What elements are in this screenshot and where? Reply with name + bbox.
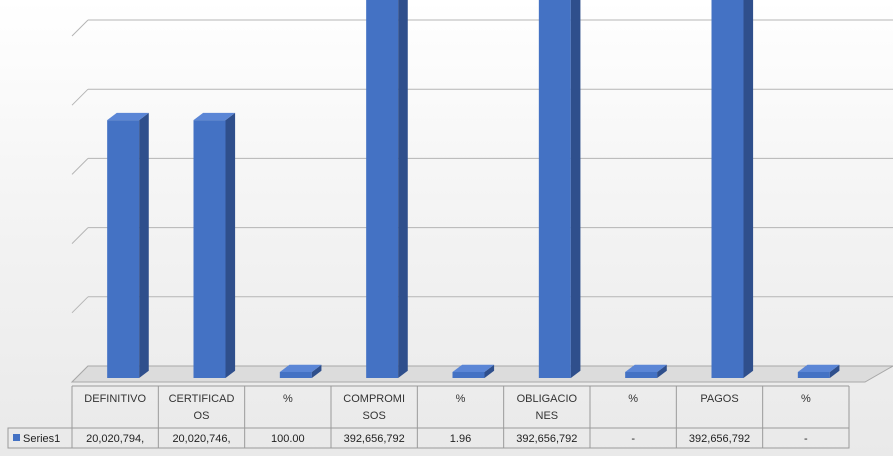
side-gridline (71, 88, 89, 106)
legend-swatch (13, 434, 20, 441)
bar-top (797, 364, 840, 372)
legend-label: Series1 (23, 433, 60, 445)
bar[interactable] (366, 0, 399, 378)
data-value-label: 392,656,792 (516, 433, 577, 445)
bar-side (743, 0, 754, 378)
data-value-label: - (804, 433, 808, 445)
bar-side (311, 364, 322, 378)
category-label: DEFINITIVO (84, 393, 146, 405)
bar-side (484, 364, 495, 378)
category-label: % (801, 393, 811, 405)
bar[interactable] (452, 372, 485, 378)
category-label: % (283, 393, 293, 405)
category-label: CERTIFICAD OS (169, 393, 235, 422)
bar-side (570, 0, 581, 378)
bar-top (452, 364, 495, 372)
data-value-label: 392,656,792 (344, 433, 405, 445)
data-value-label: 392,656,792 (689, 433, 750, 445)
bar[interactable] (279, 372, 312, 378)
bar-side (139, 112, 149, 378)
data-value-label: 20,020,746, (172, 433, 230, 445)
category-label: PAGOS (700, 393, 738, 405)
bar[interactable] (797, 372, 830, 378)
side-gridline (71, 227, 89, 244)
data-value-label: 1.96 (450, 433, 471, 445)
bar[interactable] (193, 120, 226, 379)
data-value-label: 100.00 (271, 433, 305, 445)
bar[interactable] (538, 0, 571, 378)
bar[interactable] (107, 120, 140, 378)
category-label: COMPROMI SOS (343, 393, 405, 422)
bar-top (279, 364, 322, 372)
side-gridline (71, 296, 89, 314)
data-value-label: 20,020,794, (86, 433, 144, 445)
bar-side (829, 364, 840, 378)
data-value-label: - (631, 433, 635, 445)
side-gridline (71, 19, 89, 37)
bar-top (625, 364, 667, 372)
bar-top (107, 112, 149, 121)
category-label: OBLIGACIO NES (517, 393, 578, 422)
bar-side (657, 364, 667, 378)
bar[interactable] (711, 0, 744, 378)
side-gridline (71, 158, 89, 175)
bar-side (225, 112, 236, 378)
bar-side (398, 0, 408, 378)
category-label: % (456, 393, 466, 405)
bar-top (193, 112, 236, 121)
bar[interactable] (625, 372, 658, 378)
category-label: % (628, 393, 638, 405)
